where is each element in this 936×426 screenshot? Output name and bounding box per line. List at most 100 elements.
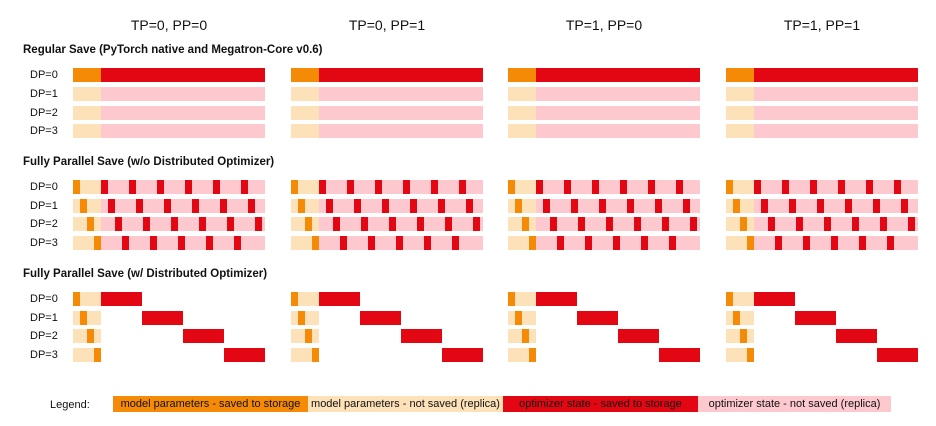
param-saved-segment — [312, 348, 319, 362]
bar-regular-dp2-col3 — [726, 106, 918, 120]
optimizer-saved-segment — [782, 180, 789, 194]
param-saved-segment — [305, 329, 312, 343]
bar-regular-dp1-col1 — [291, 87, 483, 101]
optimizer-saved-segment — [564, 180, 571, 194]
param-saved-segment — [298, 311, 305, 325]
param-segment — [291, 106, 319, 120]
bar-parallel-no-dist-dp3-col1 — [291, 236, 483, 250]
optimizer-saved-segment — [571, 199, 578, 213]
row-label-dp1: DP=1 — [30, 200, 58, 212]
optimizer-saved-segment — [361, 217, 368, 231]
optimizer-replica-segment — [101, 180, 265, 194]
bar-regular-dp3-col3 — [726, 124, 918, 138]
optimizer-saved-segment — [866, 180, 873, 194]
bar-parallel-dist-dp3-col3 — [726, 348, 918, 362]
optimizer-saved-segment — [662, 217, 669, 231]
param-saved-segment — [508, 292, 515, 306]
param-replica-segment — [73, 311, 101, 325]
bar-parallel-no-dist-dp2-col0 — [73, 217, 265, 231]
bar-parallel-no-dist-dp0-col0 — [73, 180, 265, 194]
optimizer-saved-segment — [831, 236, 838, 250]
optimizer-saved-segment — [768, 217, 775, 231]
optimizer-shard-segment — [142, 311, 183, 325]
optimizer-shard-segment — [536, 292, 577, 306]
optimizer-saved-segment — [122, 236, 129, 250]
optimizer-saved-segment — [192, 199, 199, 213]
optimizer-shard-segment — [577, 311, 618, 325]
bar-parallel-no-dist-dp2-col3 — [726, 217, 918, 231]
bar-regular-dp1-col2 — [508, 87, 700, 101]
optimizer-replica-segment — [754, 199, 918, 213]
bar-parallel-dist-dp1-col3 — [726, 311, 918, 325]
param-saved-segment — [73, 180, 80, 194]
optimizer-shard-segment — [183, 329, 224, 343]
bar-parallel-no-dist-dp3-col0 — [73, 236, 265, 250]
optimizer-saved-segment — [431, 180, 438, 194]
optimizer-saved-segment — [887, 236, 894, 250]
param-saved-segment — [80, 199, 87, 213]
bar-parallel-no-dist-dp1-col0 — [73, 199, 265, 213]
row-label-dp3: DP=3 — [30, 125, 58, 137]
optimizer-saved-segment — [333, 217, 340, 231]
bar-parallel-no-dist-dp1-col2 — [508, 199, 700, 213]
optimizer-segment — [319, 124, 483, 138]
section-title-regular-save: Regular Save (PyTorch native and Megatro… — [23, 44, 323, 56]
optimizer-saved-segment — [438, 199, 445, 213]
legend-label: Legend: — [50, 399, 90, 411]
optimizer-saved-segment — [775, 236, 782, 250]
bar-parallel-dist-dp3-col0 — [73, 348, 265, 362]
bar-parallel-no-dist-dp2-col1 — [291, 217, 483, 231]
bar-parallel-no-dist-dp0-col2 — [508, 180, 700, 194]
optimizer-saved-segment — [550, 217, 557, 231]
optimizer-segment — [101, 68, 265, 82]
optimizer-saved-segment — [157, 180, 164, 194]
optimizer-saved-segment — [206, 236, 213, 250]
optimizer-saved-segment — [690, 217, 697, 231]
optimizer-saved-segment — [761, 199, 768, 213]
param-segment — [73, 124, 101, 138]
param-saved-segment — [740, 217, 747, 231]
optimizer-saved-segment — [417, 217, 424, 231]
optimizer-saved-segment — [241, 180, 248, 194]
optimizer-saved-segment — [683, 199, 690, 213]
optimizer-saved-segment — [396, 236, 403, 250]
optimizer-saved-segment — [824, 217, 831, 231]
bar-parallel-dist-dp2-col0 — [73, 329, 265, 343]
param-saved-segment — [305, 217, 312, 231]
optimizer-saved-segment — [403, 180, 410, 194]
row-label-dp2: DP=2 — [30, 218, 58, 230]
param-replica-segment — [508, 292, 536, 306]
optimizer-saved-segment — [164, 199, 171, 213]
optimizer-saved-segment — [101, 180, 108, 194]
optimizer-segment — [754, 106, 918, 120]
optimizer-shard-segment — [101, 292, 142, 306]
row-label-dp2: DP=2 — [30, 330, 58, 342]
optimizer-saved-segment — [634, 217, 641, 231]
optimizer-saved-segment — [319, 180, 326, 194]
param-segment — [508, 87, 536, 101]
optimizer-saved-segment — [389, 217, 396, 231]
optimizer-replica-segment — [101, 199, 265, 213]
optimizer-segment — [536, 106, 700, 120]
bar-parallel-dist-dp0-col0 — [73, 292, 265, 306]
optimizer-saved-segment — [557, 236, 564, 250]
optimizer-saved-segment — [115, 217, 122, 231]
optimizer-shard-segment — [795, 311, 836, 325]
bar-parallel-dist-dp3-col1 — [291, 348, 483, 362]
optimizer-saved-segment — [592, 180, 599, 194]
param-replica-segment — [726, 311, 754, 325]
optimizer-saved-segment — [473, 217, 480, 231]
bar-parallel-no-dist-dp1-col3 — [726, 199, 918, 213]
param-replica-segment — [291, 311, 319, 325]
optimizer-saved-segment — [543, 199, 550, 213]
optimizer-saved-segment — [606, 217, 613, 231]
optimizer-saved-segment — [340, 236, 347, 250]
optimizer-shard-segment — [401, 329, 442, 343]
optimizer-shard-segment — [319, 292, 360, 306]
optimizer-saved-segment — [178, 236, 185, 250]
param-saved-segment — [291, 180, 298, 194]
param-replica-segment — [291, 180, 319, 194]
bar-regular-dp0-col1 — [291, 68, 483, 82]
optimizer-saved-segment — [171, 217, 178, 231]
optimizer-saved-segment — [873, 199, 880, 213]
